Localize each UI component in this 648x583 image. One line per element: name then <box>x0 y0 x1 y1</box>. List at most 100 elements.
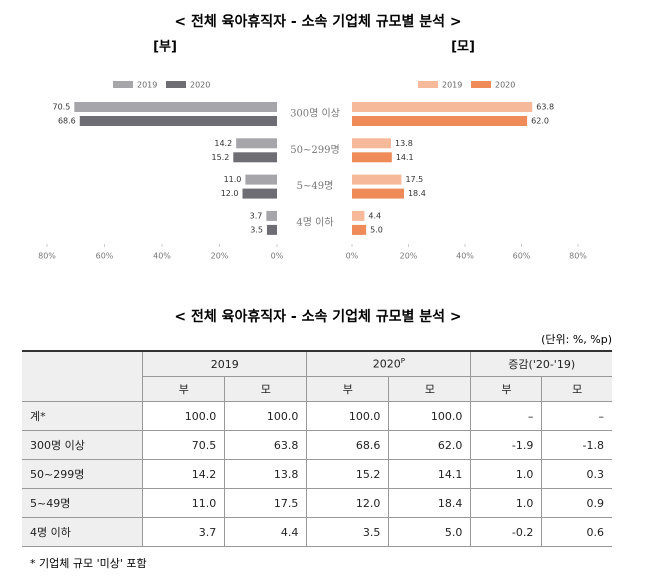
table-cell: 17.5 <box>224 488 308 518</box>
x-tick-label: 20% <box>211 252 229 261</box>
table-cell: -1.8 <box>541 430 612 460</box>
corner-cell <box>22 350 144 402</box>
header-text: 증감('20-'19) <box>508 358 576 371</box>
bar <box>352 210 365 221</box>
value-label: 68.6 <box>58 117 76 126</box>
category-label: 5~49명 <box>297 180 334 192</box>
bar <box>352 138 391 149</box>
value-label: 17.5 <box>405 175 423 184</box>
x-tick-label: 80% <box>569 252 587 261</box>
table-cell: 0.6 <box>541 517 612 547</box>
row-header: 300명 이상 <box>22 430 144 460</box>
bar <box>245 174 277 185</box>
bar <box>352 102 533 112</box>
value-label: 11.0 <box>224 175 242 184</box>
value-label: 63.8 <box>536 103 554 112</box>
legend-label: 2019 <box>442 81 462 90</box>
bar <box>352 174 402 185</box>
column-header: 부 <box>306 376 390 402</box>
legend-swatch <box>471 81 491 88</box>
value-label: 18.4 <box>408 189 426 198</box>
table-cell: 5.0 <box>388 517 472 547</box>
column-header: 부 <box>142 376 226 402</box>
unit-note: (단위: %, %p) <box>541 333 612 346</box>
value-label: 3.7 <box>250 211 263 220</box>
table-cell: – <box>470 401 543 431</box>
category-label: 4명 이하 <box>296 215 333 228</box>
value-label: 12.0 <box>221 189 239 198</box>
table-cell: 4.4 <box>224 517 308 547</box>
row-header: 4명 이하 <box>22 517 144 547</box>
x-tick-label: 0% <box>346 252 359 261</box>
table-row: 4명 이하 3.7 4.4 3.5 5.0 -0.2 0.6 <box>22 517 612 547</box>
table-cell: 100.0 <box>142 401 226 431</box>
legend-label: 2020 <box>190 81 210 90</box>
value-label: 13.8 <box>395 139 413 148</box>
table-cell: 3.5 <box>306 517 390 547</box>
table-cell: 1.0 <box>470 488 543 518</box>
value-label: 14.2 <box>214 139 232 148</box>
table-row: 300명 이상 70.5 63.8 68.6 62.0 -1.9 -1.8 <box>22 430 612 460</box>
x-tick-label: 20% <box>400 252 418 261</box>
table-cell: 3.7 <box>142 517 226 547</box>
chart-title: < 전체 육아휴직자 - 소속 기업체 규모별 분석 > <box>174 13 461 30</box>
table-cell: 14.2 <box>142 459 226 489</box>
table-cell: 62.0 <box>388 430 472 460</box>
x-tick-label: 60% <box>96 252 114 261</box>
table-cell: 100.0 <box>224 401 308 431</box>
table-cell: 0.3 <box>541 459 612 489</box>
category-label: 50~299명 <box>290 144 339 156</box>
table-row: 5~49명 11.0 17.5 12.0 18.4 1.0 0.9 <box>22 488 612 518</box>
bar <box>79 116 278 126</box>
table-cell: 11.0 <box>142 488 226 518</box>
header-sup: P <box>400 357 405 366</box>
legend-swatch <box>418 81 438 88</box>
bar <box>74 102 277 112</box>
bar <box>233 152 277 163</box>
table-cell: 13.8 <box>224 459 308 489</box>
table-row: 계* 100.0 100.0 100.0 100.0– – <box>22 401 612 431</box>
table-cell: 70.5 <box>142 430 226 460</box>
x-tick-label: 40% <box>456 252 474 261</box>
header-text: 2019 <box>210 357 239 371</box>
bar <box>352 116 528 126</box>
table-cell: 1.0 <box>470 459 543 489</box>
x-tick-label: 80% <box>38 252 56 261</box>
bar <box>266 210 277 221</box>
row-header: 계* <box>22 401 144 431</box>
legend-label: 2020 <box>495 81 515 90</box>
column-group-header: 증감('20-'19) <box>470 350 612 377</box>
value-label: 5.0 <box>370 225 383 234</box>
bar <box>242 188 277 199</box>
value-label: 4.4 <box>368 211 381 220</box>
table-cell: – <box>541 401 612 431</box>
bar <box>236 138 277 149</box>
row-header: 5~49명 <box>22 488 144 518</box>
legend-swatch <box>166 81 186 88</box>
row-header: 50~299명 <box>22 459 144 489</box>
bar <box>352 152 392 163</box>
bar <box>266 224 277 235</box>
table-cell: 14.1 <box>388 459 472 489</box>
table-cell: 68.6 <box>306 430 390 460</box>
table-cell: 15.2 <box>306 459 390 489</box>
footnote: * 기업체 규모 '미상' 포함 <box>30 557 147 570</box>
x-tick-label: 40% <box>153 252 171 261</box>
table-cell: 100.0 <box>388 401 472 431</box>
table-cell: 18.4 <box>388 488 472 518</box>
column-header: 부 <box>470 376 543 402</box>
header-text: 2020 <box>372 357 401 371</box>
bar <box>352 224 367 235</box>
bar <box>352 188 404 199</box>
column-header: 모 <box>541 376 612 402</box>
table-cell: 63.8 <box>224 430 308 460</box>
column-group-header: 2019 <box>142 350 308 377</box>
x-tick-label: 0% <box>271 252 284 261</box>
value-label: 70.5 <box>53 103 71 112</box>
chart-subtitle: [모] <box>451 40 475 55</box>
value-label: 62.0 <box>531 117 549 126</box>
x-tick-label: 60% <box>513 252 531 261</box>
